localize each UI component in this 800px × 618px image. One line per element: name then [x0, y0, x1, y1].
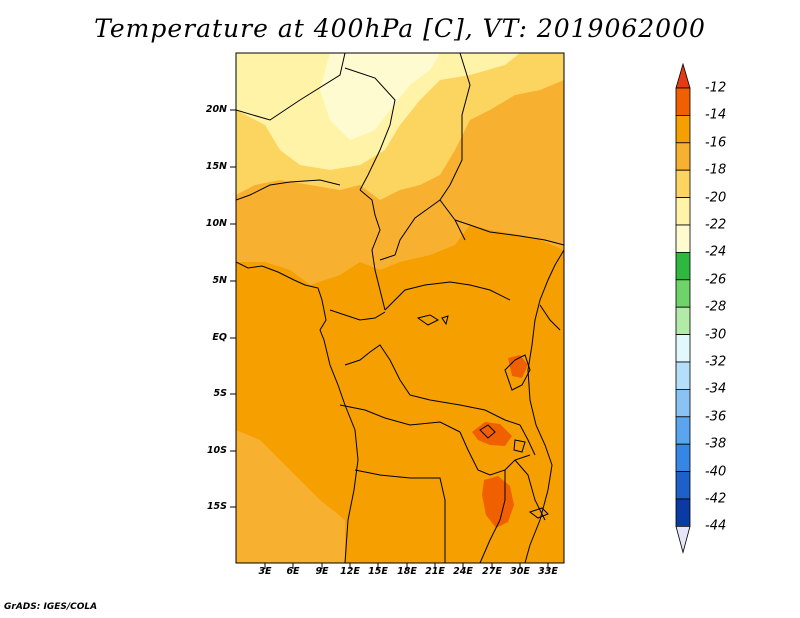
lon-label: 21E	[425, 566, 445, 577]
colorbar-label: -36	[705, 409, 727, 425]
colorbar-label: -12	[705, 80, 727, 96]
colorbar-segment	[675, 224, 691, 253]
lat-label: 10N	[205, 218, 227, 229]
lon-label: 33E	[538, 566, 558, 577]
colorbar-segment	[675, 251, 691, 281]
colorbar-segment	[675, 142, 691, 171]
country-borders	[236, 53, 564, 563]
colorbar-label: -16	[705, 135, 727, 151]
lat-ticks	[230, 109, 236, 508]
colorbar-label: -26	[705, 272, 727, 288]
colorbar-label: -14	[705, 107, 727, 123]
chart-title: Temperature at 400hPa [C], VT: 201906200…	[94, 14, 706, 43]
lon-label: 30E	[510, 566, 530, 577]
map-frame	[235, 52, 565, 564]
lon-label: 9E	[315, 566, 329, 577]
colorbar-segment	[675, 498, 691, 527]
temperature-field	[236, 53, 564, 563]
lat-label: 10S	[206, 445, 227, 456]
colorbar-label: -42	[705, 491, 727, 507]
colorbar-label: -30	[705, 327, 727, 343]
colorbar-label: -20	[705, 190, 727, 206]
colorbar-segment	[675, 334, 691, 363]
colorbar-top-arrow	[675, 62, 691, 89]
colorbar	[675, 62, 691, 554]
colorbar-bottom-arrow	[675, 526, 691, 554]
colorbar-segment	[675, 306, 691, 336]
colorbar-segment	[675, 416, 691, 445]
colorbar-segment	[675, 388, 691, 418]
colorbar-label: -40	[705, 464, 727, 480]
footer-credit: GrADS: IGES/COLA	[4, 602, 98, 612]
lon-label: 27E	[482, 566, 502, 577]
colorbar-segment	[675, 169, 691, 198]
lon-label: 12E	[340, 566, 360, 577]
lat-label: EQ	[212, 332, 227, 343]
colorbar-label: -44	[705, 518, 727, 534]
lat-label: 5N	[212, 275, 227, 286]
colorbar-label: -34	[705, 381, 727, 397]
colorbar-segment	[675, 361, 691, 390]
colorbar-label: -22	[705, 217, 727, 233]
lon-label: 18E	[397, 566, 417, 577]
lat-label: 15N	[205, 161, 227, 172]
lat-label: 5S	[213, 388, 227, 399]
colorbar-segment	[675, 279, 691, 308]
lon-label: 3E	[258, 566, 272, 577]
lon-label: 15E	[368, 566, 388, 577]
colorbar-label: -38	[705, 436, 727, 452]
colorbar-segment	[675, 471, 691, 500]
lat-label: 20N	[205, 104, 227, 115]
lon-label: 6E	[286, 566, 300, 577]
lon-ticks	[264, 563, 549, 569]
colorbar-label: -32	[705, 354, 727, 370]
colorbar-segment	[675, 87, 691, 116]
colorbar-label: -24	[705, 244, 727, 260]
lat-label: 15S	[206, 501, 227, 512]
colorbar-label: -28	[705, 299, 727, 315]
colorbar-segment	[675, 443, 691, 473]
colorbar-label: -18	[705, 162, 727, 178]
lon-label: 24E	[453, 566, 473, 577]
colorbar-segment	[675, 197, 691, 226]
colorbar-segment	[675, 115, 691, 144]
